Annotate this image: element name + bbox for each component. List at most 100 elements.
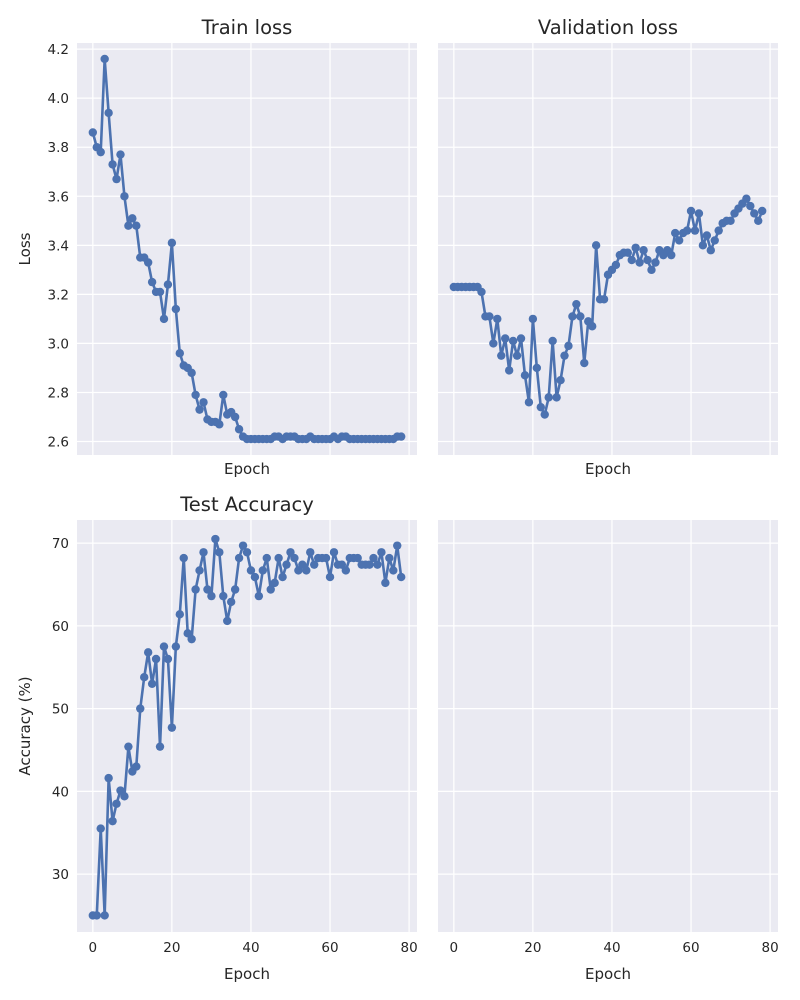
- x-tick-label: 20: [163, 940, 180, 956]
- data-point: [96, 147, 105, 157]
- data-point: [548, 336, 557, 346]
- data-point: [215, 420, 224, 429]
- data-point: [230, 585, 240, 594]
- data-point: [631, 243, 640, 252]
- data-point: [140, 672, 149, 682]
- data-point: [377, 548, 386, 557]
- data-point: [171, 304, 181, 314]
- data-point: [159, 314, 169, 324]
- data-point: [329, 548, 339, 557]
- data-point: [199, 398, 208, 407]
- data-point: [639, 246, 648, 255]
- data-point: [143, 648, 153, 657]
- data-point: [112, 174, 121, 184]
- x-tick-label: 40: [603, 940, 620, 956]
- y-tick-label: 3.8: [48, 140, 69, 156]
- data-point: [100, 54, 109, 64]
- data-point: [489, 339, 498, 348]
- data-point: [132, 221, 141, 230]
- data-point: [108, 160, 117, 169]
- data-point: [341, 566, 351, 575]
- data-point: [163, 280, 173, 289]
- empty-panel: 0 20 40 60 80 Epoch: [438, 520, 779, 983]
- data-point: [250, 572, 260, 582]
- data-point: [385, 553, 394, 563]
- plot-area: [77, 43, 417, 455]
- data-point: [750, 209, 759, 218]
- data-point: [163, 654, 173, 664]
- data-point: [147, 277, 157, 287]
- y-axis-label: Accuracy (%): [16, 676, 34, 775]
- data-point: [258, 566, 268, 575]
- data-point: [116, 150, 125, 159]
- data-point: [365, 560, 374, 569]
- data-point: [635, 258, 644, 267]
- data-point: [195, 405, 204, 414]
- data-point: [674, 236, 684, 245]
- x-axis-label: Epoch: [585, 460, 631, 478]
- data-point: [651, 258, 660, 267]
- data-point: [493, 314, 502, 324]
- data-point: [516, 334, 526, 343]
- x-tick-label: 0: [450, 940, 459, 956]
- y-tick-label: 50: [52, 702, 69, 718]
- data-point: [643, 255, 652, 265]
- data-point: [742, 194, 751, 203]
- data-point: [623, 248, 632, 257]
- data-point: [627, 255, 636, 265]
- data-point: [667, 250, 676, 260]
- data-point: [710, 236, 719, 245]
- y-tick-label: 2.8: [48, 385, 69, 401]
- data-point: [215, 548, 224, 557]
- data-point: [274, 553, 283, 563]
- data-point: [754, 216, 763, 225]
- data-point: [136, 704, 145, 713]
- x-axis-label: Epoch: [224, 965, 270, 983]
- data-point: [671, 228, 680, 238]
- data-point: [92, 911, 101, 920]
- data-point: [242, 548, 252, 557]
- y-tick-label: 60: [52, 619, 69, 635]
- x-tick-label: 60: [682, 940, 699, 956]
- y-tick-label: 3.2: [48, 287, 69, 303]
- data-point: [504, 366, 514, 375]
- y-tick-label: 40: [52, 784, 69, 800]
- data-point: [560, 351, 569, 360]
- data-point: [262, 553, 271, 563]
- data-point: [270, 578, 279, 588]
- x-tick-label: 40: [242, 940, 259, 956]
- data-point: [501, 334, 510, 343]
- panel-title: Test Accuracy: [179, 493, 314, 516]
- data-point: [306, 548, 315, 557]
- data-point: [191, 390, 200, 400]
- data-point: [155, 742, 165, 751]
- data-point: [528, 314, 538, 324]
- data-point: [389, 566, 398, 575]
- data-point: [159, 642, 169, 651]
- data-point: [104, 773, 113, 783]
- data-point: [373, 560, 382, 569]
- data-point: [726, 216, 735, 225]
- data-point: [104, 108, 113, 118]
- data-point: [120, 192, 129, 201]
- data-point: [211, 534, 220, 544]
- data-point: [310, 560, 319, 569]
- data-point: [393, 541, 402, 550]
- data-point: [580, 358, 589, 368]
- test-accuracy-panel: 0 20 40 60 80 30 40 50 60 70 Test Accuracy Epoch Acc…: [16, 493, 418, 983]
- data-point: [396, 572, 406, 582]
- data-point: [353, 553, 362, 563]
- x-tick-label: 80: [400, 940, 417, 956]
- data-point: [226, 597, 236, 607]
- plot-area: [438, 520, 778, 932]
- data-point: [702, 231, 712, 240]
- data-point: [100, 911, 109, 920]
- data-point: [108, 816, 117, 826]
- data-point: [556, 376, 565, 385]
- data-point: [124, 742, 133, 751]
- data-point: [155, 287, 165, 297]
- data-point: [587, 322, 597, 331]
- data-point: [278, 572, 287, 582]
- data-point: [690, 226, 700, 235]
